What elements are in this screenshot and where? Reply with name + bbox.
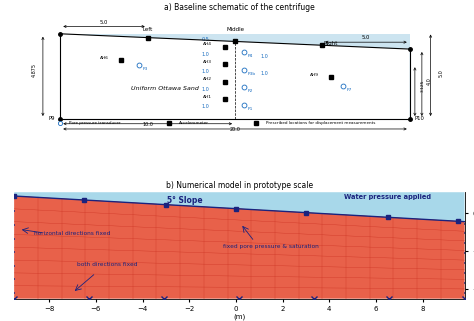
Text: horizontal directions fixed: horizontal directions fixed: [34, 231, 111, 236]
Text: 5.0: 5.0: [362, 35, 370, 40]
Text: 4.875: 4.875: [32, 63, 36, 77]
Polygon shape: [14, 196, 465, 299]
Text: P7: P7: [347, 88, 352, 92]
Text: P3: P3: [143, 67, 148, 72]
Text: Left: Left: [143, 27, 153, 32]
Text: AH2: AH2: [203, 77, 212, 82]
Bar: [60, 34, 410, 119]
Text: 1.0: 1.0: [261, 54, 269, 59]
Text: 1.0: 1.0: [201, 87, 209, 91]
Text: AH4: AH4: [203, 42, 212, 47]
Text: P4: P4: [247, 54, 253, 58]
Text: Middle: Middle: [226, 27, 244, 32]
Text: fixed pore pressure & saturation: fixed pore pressure & saturation: [223, 244, 319, 249]
Text: 1.0: 1.0: [261, 71, 269, 76]
Text: 5° Slope: 5° Slope: [167, 196, 202, 205]
Text: 1.0: 1.0: [201, 52, 209, 56]
Text: Water pressure applied: Water pressure applied: [344, 195, 431, 200]
Text: 4.0: 4.0: [427, 77, 432, 85]
Text: Right: Right: [324, 41, 338, 46]
Polygon shape: [14, 192, 465, 221]
Text: AH9: AH9: [310, 73, 319, 77]
Text: AH3: AH3: [203, 60, 212, 64]
Text: P3b: P3b: [247, 72, 255, 76]
Text: Prescribed locations for displacement measurements: Prescribed locations for displacement me…: [266, 121, 376, 125]
Text: 5.0: 5.0: [438, 69, 444, 77]
Text: P2: P2: [247, 89, 253, 93]
Title: b) Numerical model in prototype scale: b) Numerical model in prototype scale: [166, 181, 313, 190]
Text: 5.0: 5.0: [100, 20, 108, 25]
Text: 3.125: 3.125: [421, 80, 425, 92]
Text: 20.0: 20.0: [229, 127, 240, 132]
Text: 0.5: 0.5: [201, 37, 209, 42]
Text: 10.0: 10.0: [142, 122, 153, 127]
Text: AH6: AH6: [100, 56, 109, 60]
Text: 1.0: 1.0: [201, 69, 209, 74]
Text: AH1: AH1: [203, 95, 212, 99]
Polygon shape: [60, 34, 410, 119]
X-axis label: (m): (m): [233, 314, 246, 320]
Text: P10: P10: [415, 117, 425, 121]
Title: a) Baseline schematic of the centrifuge: a) Baseline schematic of the centrifuge: [164, 3, 315, 12]
Text: Pore pressure transducer: Pore pressure transducer: [69, 121, 121, 125]
Text: P9: P9: [49, 117, 55, 121]
Text: both directions fixed: both directions fixed: [77, 262, 138, 267]
Text: P1: P1: [247, 107, 253, 111]
Text: Uniform Ottawa Sand: Uniform Ottawa Sand: [131, 86, 199, 91]
Text: Accelerometer: Accelerometer: [179, 121, 209, 125]
Text: 1.0: 1.0: [201, 104, 209, 109]
